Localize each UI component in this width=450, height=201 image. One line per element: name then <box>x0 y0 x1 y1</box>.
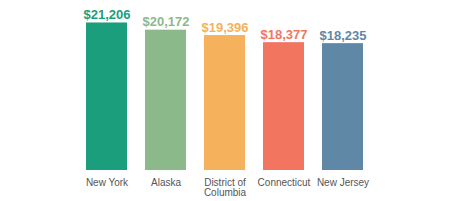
svg-text:$21,206: $21,206 <box>84 7 131 22</box>
svg-text:$18,377: $18,377 <box>261 27 308 42</box>
svg-text:New Jersey: New Jersey <box>317 177 369 188</box>
svg-text:$18,235: $18,235 <box>320 28 367 43</box>
svg-text:New York: New York <box>86 177 129 188</box>
svg-text:Alaska: Alaska <box>151 177 181 188</box>
svg-text:District ofColumbia: District ofColumbia <box>204 177 247 198</box>
svg-text:$19,396: $19,396 <box>202 20 249 35</box>
svg-text:Connecticut: Connecticut <box>258 177 311 188</box>
svg-text:$20,172: $20,172 <box>143 14 190 29</box>
